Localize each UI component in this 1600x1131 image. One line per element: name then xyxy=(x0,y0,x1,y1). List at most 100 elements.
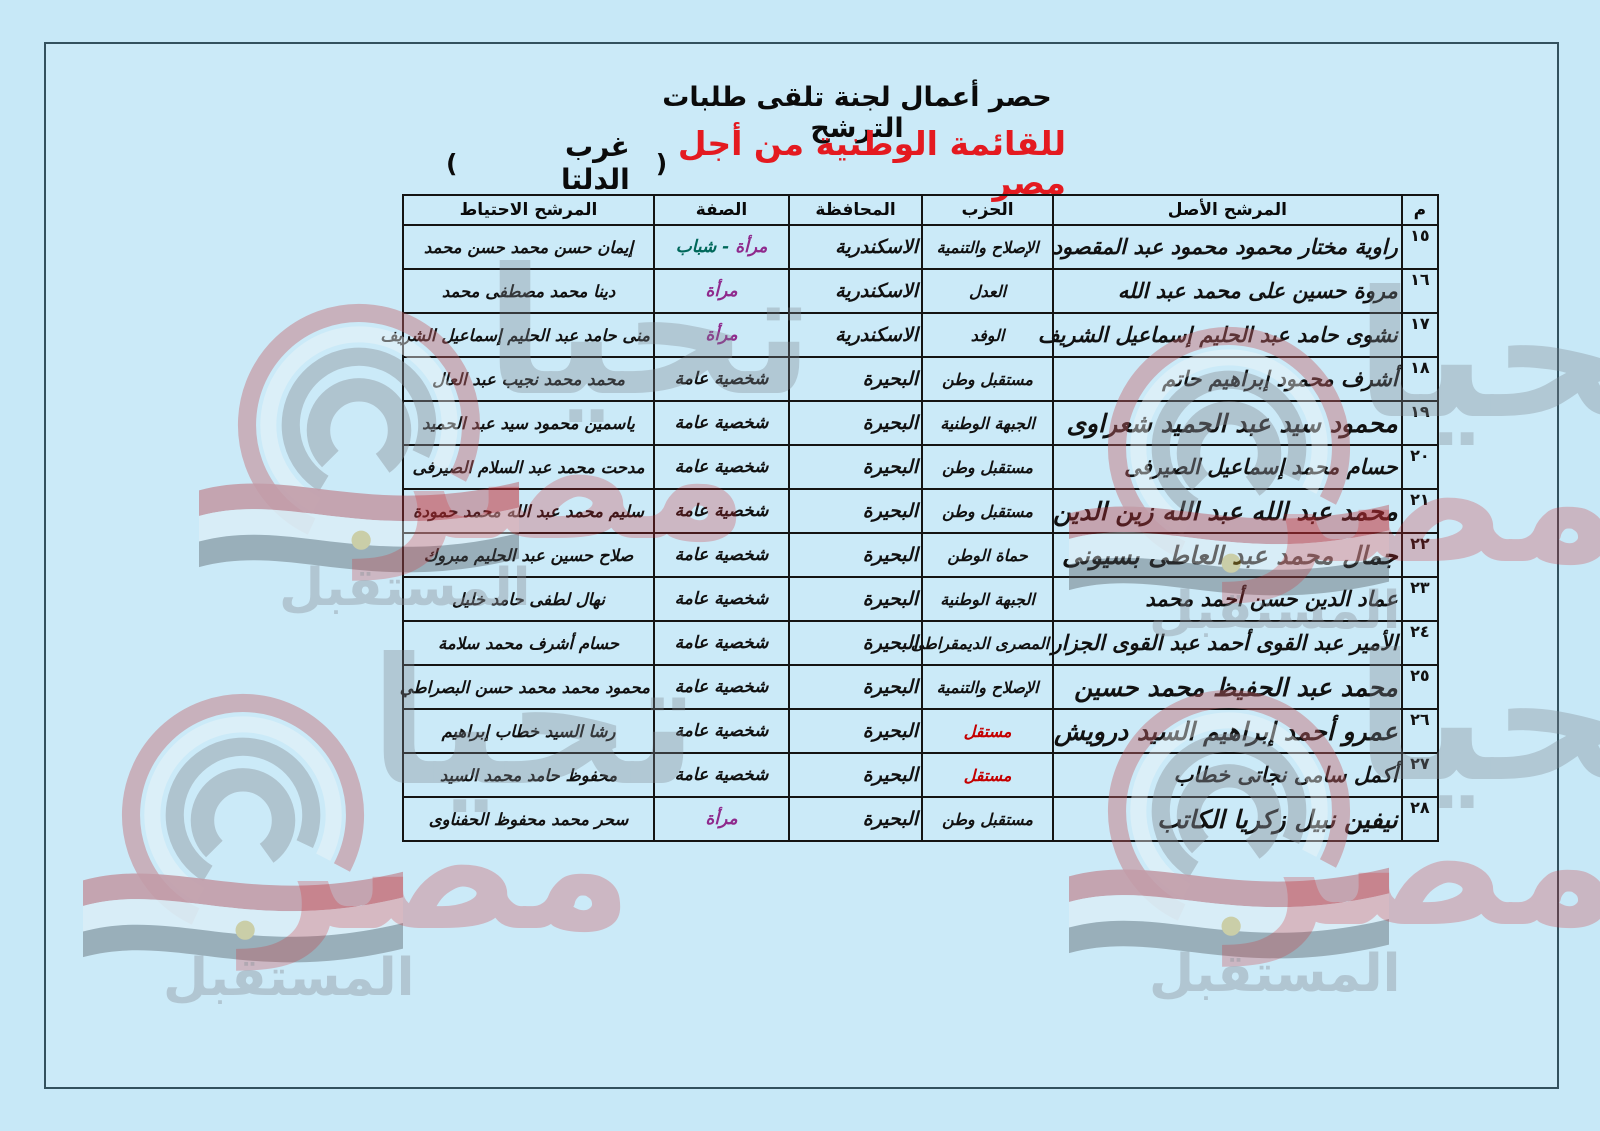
flag-swoosh xyxy=(1069,867,1389,959)
governorate-name: البحيرة xyxy=(788,356,924,402)
table-row: ١٩ محمود سيد عبد الحميد شعراوى الجبهة ال… xyxy=(402,400,1440,446)
document-page: حصر أعمال لجنة تلقى طلبات الترشح للقائمة… xyxy=(44,42,1600,1089)
attribute-value: مرأة xyxy=(652,312,791,358)
row-number: ١٩ xyxy=(1400,400,1440,446)
attribute-part-1: مرأة xyxy=(705,809,738,829)
reserve-candidate-name: محمد محمد نجيب عبد العال xyxy=(402,356,655,402)
page-subtitle: للقائمة الوطنية من أجل مصر ( غرب الدلتا … xyxy=(446,124,1066,202)
flag-swoosh xyxy=(83,871,403,963)
governorate-name: البحيرة xyxy=(788,488,924,534)
row-number: ٢٠ xyxy=(1400,444,1440,490)
original-candidate-name: نشوى حامد عبد الحليم إسماعيل الشريف xyxy=(1038,312,1403,358)
governorate-name: البحيرة xyxy=(788,708,924,754)
attribute-part-1: شخصية عامة xyxy=(674,457,769,477)
original-candidate-name: محمود سيد عبد الحميد شعراوى xyxy=(1052,400,1403,446)
row-number: ٢٣ xyxy=(1400,576,1440,622)
header-party: الحزب xyxy=(921,194,1055,226)
attribute-value: شخصية عامة xyxy=(652,532,791,578)
row-number: ٢٥ xyxy=(1400,664,1440,710)
governorate-name: البحيرة xyxy=(788,664,924,710)
attribute-part-1: مرأة xyxy=(705,325,738,345)
attribute-value: شخصية عامة xyxy=(652,444,791,490)
open-paren: ( xyxy=(655,148,668,178)
party-name: الوفد xyxy=(921,312,1055,358)
table-row: ١٧ نشوى حامد عبد الحليم إسماعيل الشريف ا… xyxy=(380,312,1440,358)
reserve-candidate-name: إيمان حسن محمد حسن محمد xyxy=(402,224,655,270)
table-row: ٢٠ حسام محمد إسماعيل الصيرفى مستقبل وطن … xyxy=(402,444,1440,490)
party-name: العدل xyxy=(921,268,1055,314)
table-row: ١٨ أشرف محمود إبراهيم حاتم مستقبل وطن ال… xyxy=(402,356,1440,402)
original-candidate-name: حسام محمد إسماعيل الصيرفى xyxy=(1052,444,1403,490)
row-number: ٢٨ xyxy=(1400,796,1440,842)
header-reserve-candidate: المرشح الاحتياط xyxy=(402,194,655,226)
party-name: حماة الوطن xyxy=(921,532,1055,578)
table-row: ٢١ محمد عبد الله عبد الله زين الدين مستق… xyxy=(402,488,1440,534)
party-name: مستقل xyxy=(921,708,1055,754)
tahya-misr-logo-icon xyxy=(83,693,403,963)
row-number: ١٨ xyxy=(1400,356,1440,402)
table-row: ٢٣ عماد الدين حسن أحمد محمد الجبهة الوطن… xyxy=(402,576,1440,622)
table-row: ٢٢ جمال محمد عبد العاطى بسيونى حماة الوط… xyxy=(402,532,1440,578)
original-candidate-name: عماد الدين حسن أحمد محمد xyxy=(1052,576,1403,622)
original-candidate-name: محمد عبد الحفيظ محمد حسين xyxy=(1052,664,1403,710)
header-original-candidate: المرشح الأصل xyxy=(1052,194,1403,226)
party-name: الإصلاح والتنمية xyxy=(921,224,1055,270)
header-attribute: الصفة xyxy=(652,194,791,226)
party-name: مستقبل وطن xyxy=(921,796,1055,842)
party-name: مستقبل وطن xyxy=(921,488,1055,534)
table-row: ٢٧ أكمل سامى نجاتى خطاب مستقل البحيرة شخ… xyxy=(402,752,1440,798)
party-name: الجبهة الوطنية xyxy=(921,576,1055,622)
reserve-candidate-name: سحر محمد محفوظ الحفناوى xyxy=(402,796,655,842)
governorate-name: الاسكندرية xyxy=(788,224,924,270)
watermark-word-mustaqbal: المستقبل xyxy=(1149,944,1401,1004)
reserve-candidate-name: مدحت محمد عبد السلام الصيرفى xyxy=(402,444,655,490)
governorate-name: الاسكندرية xyxy=(788,268,924,314)
subtitle-list-name: للقائمة الوطنية من أجل مصر xyxy=(677,124,1066,202)
close-paren: ) xyxy=(446,148,458,178)
reserve-candidate-name: حسام أشرف محمد سلامة xyxy=(402,620,655,666)
row-number: ٢١ xyxy=(1400,488,1440,534)
reserve-candidate-name: محفوظ حامد محمد السيد xyxy=(402,752,655,798)
attribute-part-1: شخصية عامة xyxy=(674,545,769,565)
party-name: الجبهة الوطنية xyxy=(921,400,1055,446)
original-candidate-name: راوية مختار محمود محمود عبد المقصود xyxy=(1052,224,1403,270)
table-header-row: م المرشح الأصل الحزب المحافظة الصفة المر… xyxy=(402,194,1440,226)
reserve-candidate-name: منى حامد عبد الحليم إسماعيل الشريف xyxy=(380,312,655,358)
attribute-part-1: شخصية عامة xyxy=(674,369,769,389)
reserve-candidate-name: صلاح حسين عبد الحليم مبروك xyxy=(402,532,655,578)
attribute-value: شخصية عامة xyxy=(652,708,791,754)
governorate-name: البحيرة xyxy=(788,444,924,490)
attribute-part-2: - شباب xyxy=(675,237,730,257)
attribute-value: مرأة xyxy=(652,268,791,314)
party-name: مستقبل وطن xyxy=(921,356,1055,402)
attribute-part-1: شخصية عامة xyxy=(674,765,769,785)
original-candidate-name: الأمير عبد القوى أحمد عبد القوى الجزار xyxy=(1051,620,1403,666)
original-candidate-name: أكمل سامى نجاتى خطاب xyxy=(1052,752,1403,798)
subtitle-region: غرب الدلتا xyxy=(560,130,630,196)
candidates-table: م المرشح الأصل الحزب المحافظة الصفة المر… xyxy=(380,194,1440,842)
original-candidate-name: عمرو أحمد إبراهيم السيد درويش xyxy=(1052,708,1403,754)
attribute-value: مرأة - شباب xyxy=(652,224,791,270)
party-name: مستقبل وطن xyxy=(921,444,1055,490)
table-row: ٢٦ عمرو أحمد إبراهيم السيد درويش مستقل ا… xyxy=(402,708,1440,754)
attribute-value: شخصية عامة xyxy=(652,752,791,798)
row-number: ١٥ xyxy=(1400,224,1440,270)
flag-eagle-icon xyxy=(1221,916,1241,936)
page-title: حصر أعمال لجنة تلقى طلبات الترشح xyxy=(662,82,1052,144)
attribute-value: شخصية عامة xyxy=(652,576,791,622)
table-row: ٢٥ محمد عبد الحفيظ محمد حسين الإصلاح وال… xyxy=(400,664,1440,710)
reserve-candidate-name: نهال لطفى حامد خليل xyxy=(402,576,655,622)
attribute-part-1: مرأة xyxy=(705,281,738,301)
original-candidate-name: مروة حسين على محمد عبد الله xyxy=(1052,268,1403,314)
attribute-value: شخصية عامة xyxy=(652,620,791,666)
party-name: المصرى الديمقراطى xyxy=(911,620,1055,666)
flag-eagle-icon xyxy=(235,920,255,940)
row-number: ١٧ xyxy=(1400,312,1440,358)
reserve-candidate-name: دينا محمد مصطفى محمد xyxy=(402,268,655,314)
header-number: م xyxy=(1400,194,1440,226)
reserve-candidate-name: سليم محمد عبد الله محمد حمودة xyxy=(402,488,655,534)
attribute-part-1: شخصية عامة xyxy=(674,633,769,653)
row-number: ٢٢ xyxy=(1400,532,1440,578)
table-row: ٢٨ نيفين نبيل زكريا الكاتب مستقبل وطن ال… xyxy=(402,796,1440,842)
